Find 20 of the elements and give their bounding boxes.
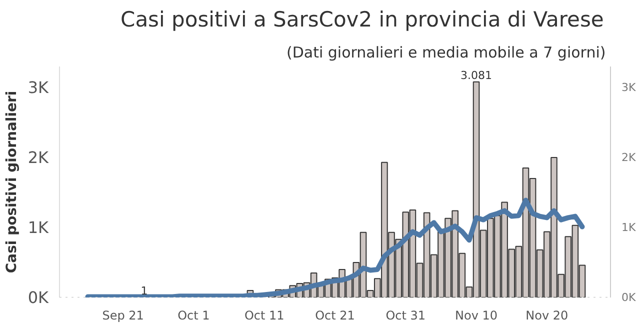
annotation: 3.081 bbox=[460, 68, 492, 82]
y2-tick-label: 2K bbox=[622, 151, 636, 164]
x-tick-label: Oct 31 bbox=[386, 308, 426, 322]
x-tick-label: Oct 11 bbox=[244, 308, 284, 322]
y-tick-label: 3K bbox=[28, 78, 50, 97]
y-axis-title: Casi positivi giornalieri bbox=[4, 90, 20, 274]
chart-subtitle: (Dati giornalieri e media mobile a 7 giorni) bbox=[286, 44, 606, 62]
annotation: 1 bbox=[140, 284, 148, 298]
y-tick-label: 0K bbox=[28, 288, 50, 307]
x-tick-label: Nov 20 bbox=[526, 308, 568, 322]
y2-tick-label: 3K bbox=[622, 81, 636, 94]
y-tick-label: 1K bbox=[28, 218, 50, 237]
x-tick-label: Oct 21 bbox=[315, 308, 355, 322]
x-tick-label: Sep 21 bbox=[102, 308, 144, 322]
chart-title: Casi positivi a SarsCov2 in provincia di Varese bbox=[120, 8, 604, 32]
y2-tick-label: 1K bbox=[622, 221, 636, 234]
x-tick-label: Oct 1 bbox=[178, 308, 210, 322]
x-tick-label: Nov 10 bbox=[455, 308, 498, 322]
y-tick-label: 2K bbox=[28, 148, 50, 167]
y2-tick-label: 0K bbox=[622, 291, 636, 304]
